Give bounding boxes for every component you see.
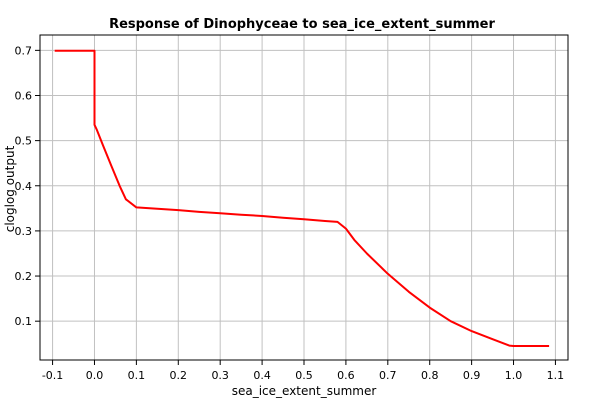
y-tick-label: 0.5 xyxy=(15,135,33,148)
x-tick-label: 0.6 xyxy=(337,369,355,382)
x-tick-label: 0.4 xyxy=(253,369,271,382)
series-line xyxy=(54,49,550,347)
y-tick-label: 0.6 xyxy=(15,89,33,102)
series-layer xyxy=(54,49,550,347)
x-tick-label: 0.7 xyxy=(379,369,397,382)
y-axis-label: cloglog output xyxy=(3,145,17,232)
y-tick-label: 0.4 xyxy=(15,180,33,193)
x-tick-label: 0.9 xyxy=(463,369,481,382)
x-tick-label: 0.1 xyxy=(128,369,146,382)
y-tick-label: 0.2 xyxy=(15,270,33,283)
x-tick-label: 0.3 xyxy=(211,369,229,382)
x-tick-label: -0.1 xyxy=(42,369,63,382)
grid xyxy=(40,35,568,360)
chart-title: Response of Dinophyceae to sea_ice_exten… xyxy=(109,17,495,32)
y-tick-label: 0.3 xyxy=(15,225,33,238)
y-tick-label: 0.1 xyxy=(15,315,33,328)
x-tick-label: 0.0 xyxy=(86,369,104,382)
x-tick-label: 1.0 xyxy=(505,369,523,382)
x-tick-label: 0.5 xyxy=(295,369,313,382)
axis-ticks: -0.1 0.0 0.1 0.2 0.3 0.4 0.5 0.6 0.7 0.8 0.9 1.0 1.1… xyxy=(15,44,565,382)
x-tick-label: 0.8 xyxy=(421,369,439,382)
x-axis-label: sea_ice_extent_summer xyxy=(232,384,377,398)
y-tick-label: 0.7 xyxy=(15,44,33,57)
x-tick-label: 0.2 xyxy=(170,369,188,382)
x-tick-label: 1.1 xyxy=(547,369,565,382)
